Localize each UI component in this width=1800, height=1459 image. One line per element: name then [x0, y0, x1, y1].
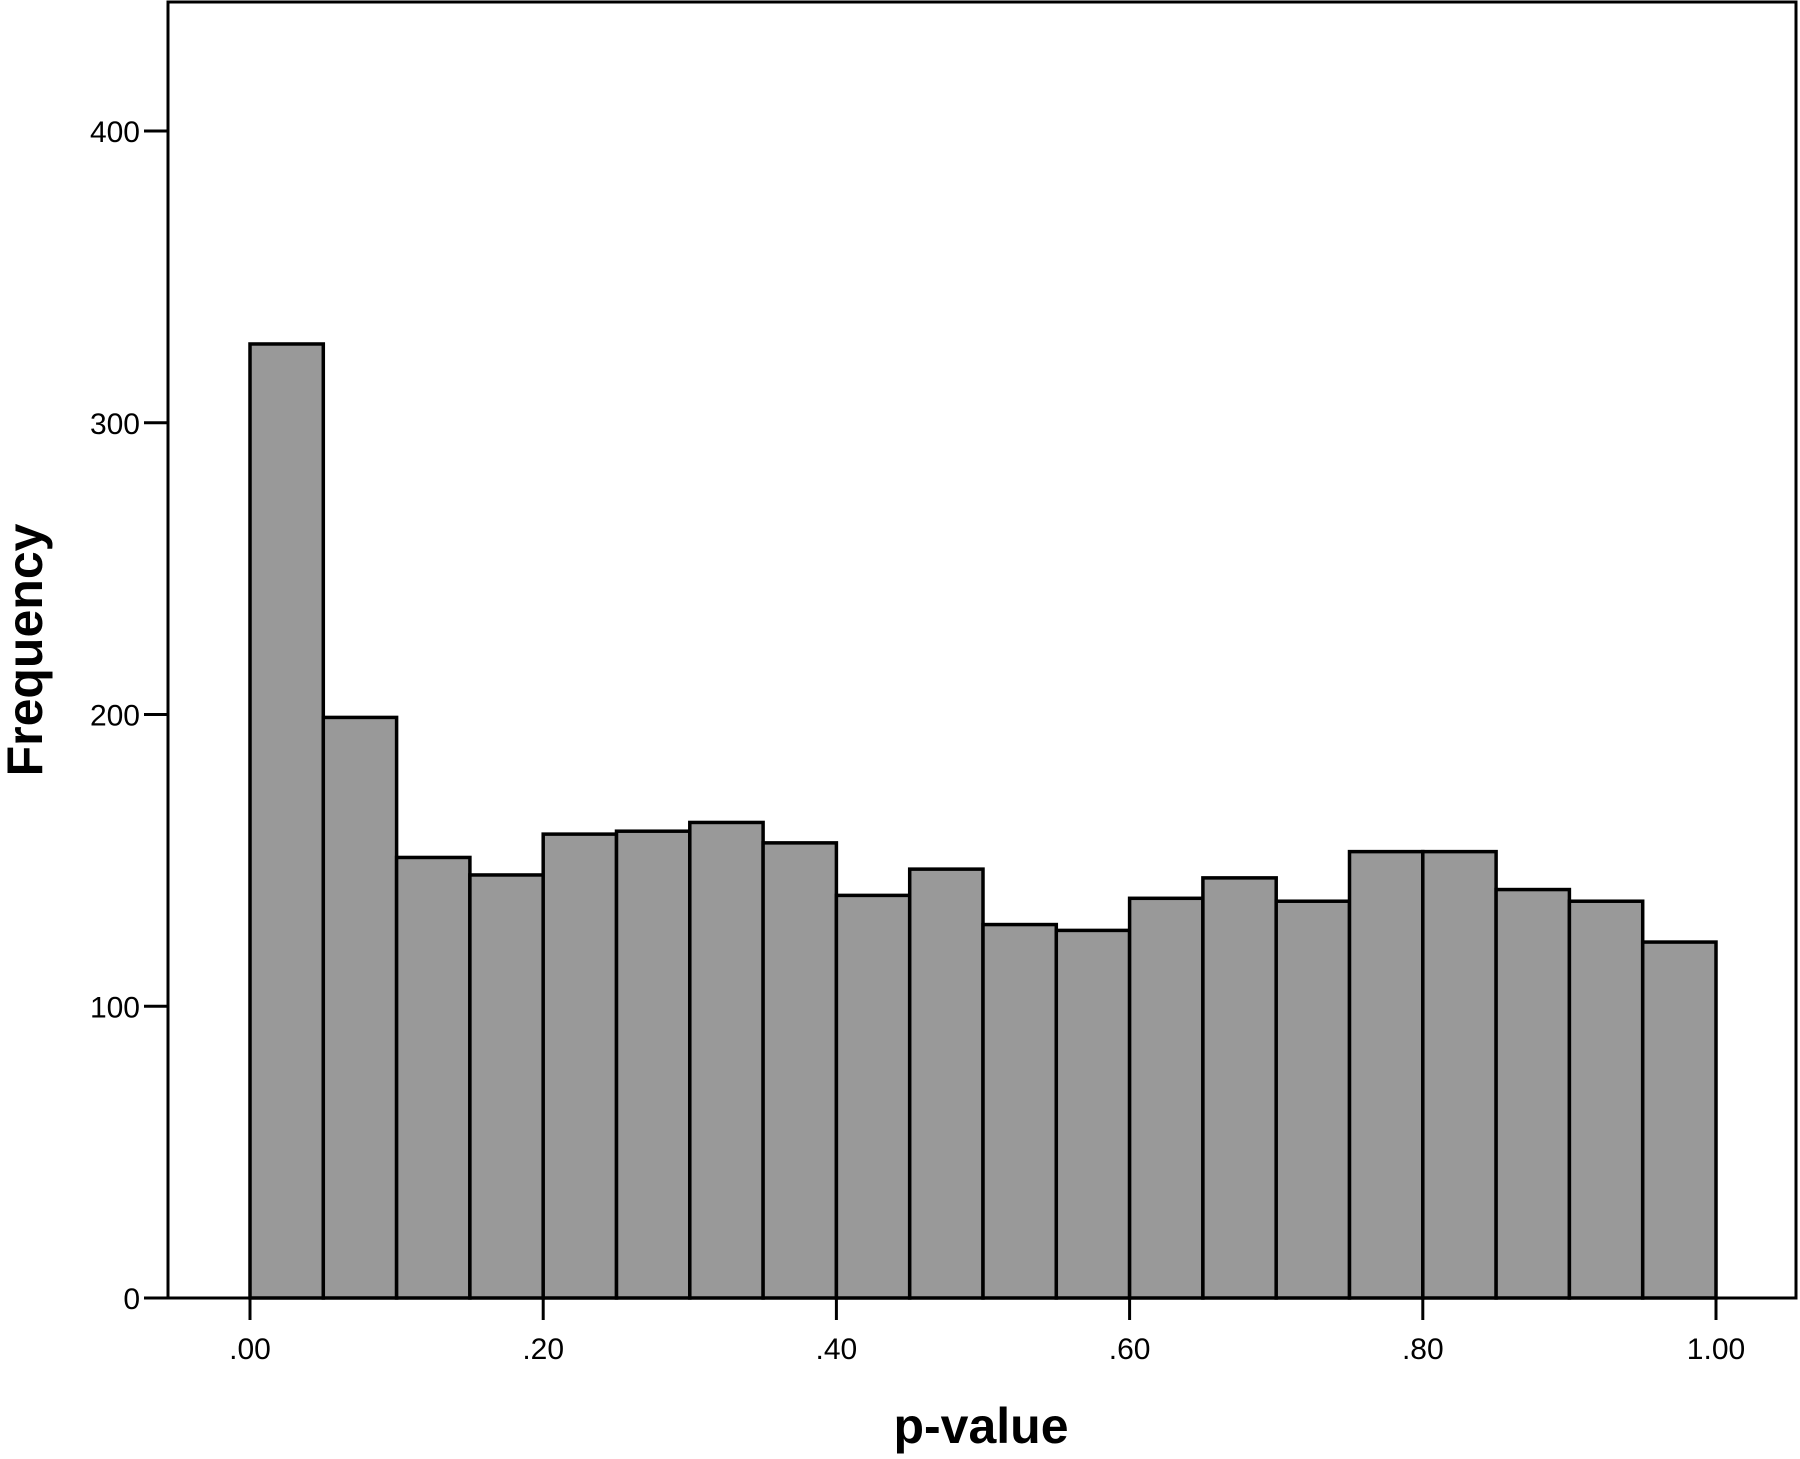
y-axis: 0 100 200 300 400 [90, 116, 168, 1316]
histogram-bar [1421, 849, 1498, 1300]
x-axis-title: p-value [893, 1398, 1068, 1454]
histogram-bar [394, 855, 472, 1300]
plot-frame [166, 0, 1798, 1300]
x-tick-label: .00 [229, 1333, 271, 1366]
y-tick-label: 300 [90, 408, 140, 441]
histogram-bar [1127, 896, 1205, 1300]
histogram-bar [907, 867, 985, 1300]
y-axis-title: Frequency [0, 523, 53, 776]
y-tick-label: 200 [90, 700, 140, 733]
histogram-bar [248, 342, 326, 1300]
y-tick-label: 0 [123, 1283, 140, 1316]
histogram-bar [1567, 899, 1645, 1300]
x-tick-label: .40 [816, 1333, 858, 1366]
y-tick-label: 400 [90, 116, 140, 149]
histogram-bar [541, 832, 619, 1300]
histogram-bar [1494, 887, 1572, 1300]
histogram-bar [1201, 876, 1278, 1300]
x-tick-label: .60 [1109, 1333, 1151, 1366]
histogram-bar [468, 873, 545, 1300]
x-tick-label: 1.00 [1687, 1333, 1745, 1366]
histogram-bar [614, 829, 692, 1300]
x-tick-label: .80 [1402, 1333, 1444, 1366]
histogram-bar [981, 922, 1059, 1300]
histogram-bar [1054, 928, 1132, 1300]
y-tick-label: 100 [90, 991, 140, 1024]
histogram-bar [321, 715, 399, 1300]
histogram-bar [1640, 940, 1718, 1300]
x-axis: .00 .20 .40 .60 .80 1.00 [229, 1298, 1745, 1366]
histogram-bar [834, 893, 912, 1300]
x-tick-label: .20 [522, 1333, 564, 1366]
histogram-bar [1274, 899, 1352, 1300]
histogram-bar [761, 841, 839, 1300]
bars-group [248, 342, 1718, 1300]
histogram-bar [1347, 849, 1425, 1300]
histogram-bar [688, 820, 765, 1300]
